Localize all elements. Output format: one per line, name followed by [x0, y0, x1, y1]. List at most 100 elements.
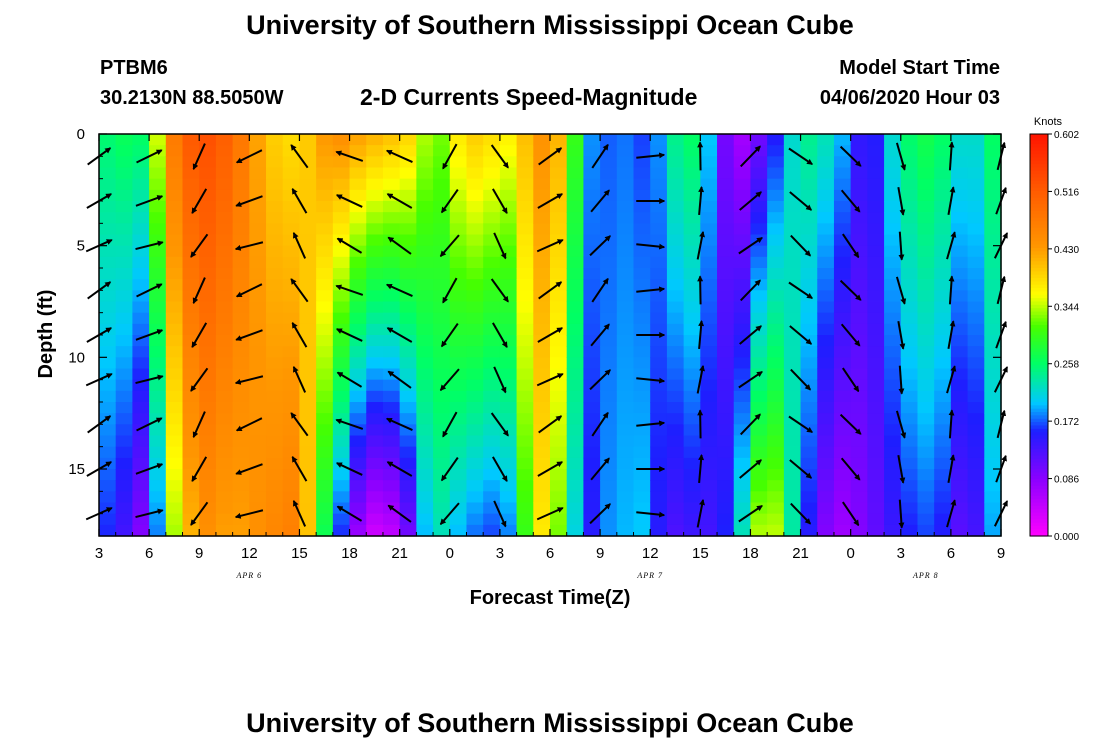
heatmap-cell: [917, 346, 935, 358]
colorbar-frame: [1029, 133, 1049, 537]
heatmap-cell: [299, 480, 317, 492]
heatmap-cell: [583, 145, 601, 157]
heatmap-cell: [299, 502, 317, 515]
heatmap-cell: [583, 357, 601, 370]
heatmap-cell: [950, 312, 969, 325]
current-vector-arrow: [234, 509, 264, 519]
heatmap-cell: [533, 357, 551, 370]
heatmap-cell: [382, 156, 401, 169]
heatmap-cell: [99, 335, 117, 347]
heatmap-cell: [700, 435, 718, 448]
heatmap-cell: [683, 156, 701, 169]
heatmap-cell: [516, 513, 534, 526]
colorbar-swatch: [1030, 458, 1048, 463]
station-id: PTBM6: [100, 57, 168, 79]
heatmap-cell: [867, 212, 885, 224]
heatmap-cell: [750, 178, 768, 191]
heatmap-cell: [332, 301, 351, 314]
heatmap-cell: [566, 201, 585, 213]
heatmap-cell: [332, 268, 351, 280]
heatmap-cell: [800, 134, 818, 146]
heatmap-cell: [132, 379, 150, 392]
heatmap-cell: [349, 290, 367, 303]
heatmap-cell: [717, 502, 735, 515]
heatmap-cell: [215, 134, 234, 146]
heatmap-cell: [299, 178, 317, 191]
heatmap-cell: [215, 279, 234, 291]
heatmap-cell: [917, 446, 935, 459]
heatmap-cell: [616, 290, 635, 303]
heatmap-cell: [717, 245, 735, 258]
heatmap-cell: [850, 178, 868, 191]
colorbar-swatch: [1030, 211, 1048, 215]
heatmap-cell: [99, 201, 117, 213]
heatmap-cell: [616, 413, 635, 425]
current-vector-arrow: [442, 411, 458, 438]
heatmap-cell: [800, 323, 818, 336]
heatmap-cell: [867, 323, 885, 336]
heatmap-cell: [182, 446, 200, 459]
heatmap-cell: [800, 457, 818, 470]
heatmap-cell: [666, 145, 685, 157]
colorbar-swatch: [1030, 274, 1048, 279]
heatmap-cell: [833, 435, 852, 448]
heatmap-cell: [165, 167, 184, 180]
heatmap-cell: [165, 279, 184, 291]
heatmap-cell: [232, 502, 250, 515]
heatmap-cell: [282, 279, 301, 291]
heatmap-cell: [950, 435, 969, 448]
heatmap-cell: [950, 189, 969, 202]
colorbar-tick-label: 0.258: [1054, 360, 1079, 371]
heatmap-cell: [984, 189, 1002, 202]
heatmap-cell: [232, 301, 250, 314]
heatmap-cell: [884, 524, 902, 537]
heatmap-cell: [382, 223, 401, 236]
current-vector-arrow: [335, 462, 363, 476]
heatmap-cell: [884, 323, 902, 336]
current-vector-arrow: [897, 187, 906, 216]
heatmap-cell: [683, 178, 701, 191]
heatmap-cell: [416, 480, 434, 492]
heatmap-cell: [683, 469, 701, 481]
heatmap-cell: [566, 323, 585, 336]
heatmap-cell: [533, 335, 551, 347]
heatmap-cell: [900, 156, 919, 169]
heatmap-cell: [850, 502, 868, 515]
heatmap-cell: [583, 189, 601, 202]
heatmap-cell: [349, 413, 367, 425]
heatmap-cell: [817, 234, 835, 247]
heatmap-cell: [783, 178, 802, 191]
current-vector-arrow: [135, 329, 164, 341]
heatmap-cell: [499, 390, 518, 403]
heatmap-cell: [232, 446, 250, 459]
heatmap-cell: [783, 223, 802, 236]
colorbar-swatch: [1030, 445, 1048, 450]
heatmap-cell: [316, 524, 334, 537]
heatmap-cell: [332, 312, 351, 325]
heatmap-cell: [399, 312, 417, 325]
heatmap-cell: [449, 524, 468, 537]
heatmap-cell: [700, 446, 718, 459]
heatmap-cell: [433, 256, 451, 269]
current-vector-arrow: [696, 364, 705, 394]
heatmap-cell: [433, 424, 451, 437]
heatmap-cell: [199, 145, 217, 157]
heatmap-cell: [800, 402, 818, 414]
heatmap-cell: [733, 323, 752, 336]
heatmap-cell: [550, 301, 568, 314]
heatmap-cell: [884, 402, 902, 414]
heatmap-cell: [382, 480, 401, 492]
heatmap-cell: [132, 234, 150, 247]
heatmap-cell: [316, 491, 334, 504]
heatmap-cell: [132, 413, 150, 425]
heatmap-cell: [499, 335, 518, 347]
heatmap-cell: [149, 312, 167, 325]
heatmap-cell: [917, 457, 935, 470]
heatmap-cell: [817, 178, 835, 191]
heatmap-cell: [767, 268, 785, 280]
heatmap-cell: [733, 312, 752, 325]
heatmap-cell: [366, 268, 384, 280]
heatmap-cell: [483, 156, 501, 169]
heatmap-cell: [483, 457, 501, 470]
colorbar-swatch: [1030, 214, 1048, 219]
